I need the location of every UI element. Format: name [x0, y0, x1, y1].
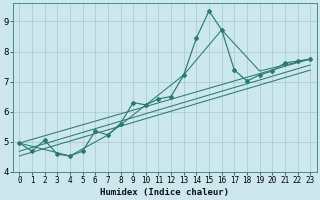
X-axis label: Humidex (Indice chaleur): Humidex (Indice chaleur) [100, 188, 229, 197]
